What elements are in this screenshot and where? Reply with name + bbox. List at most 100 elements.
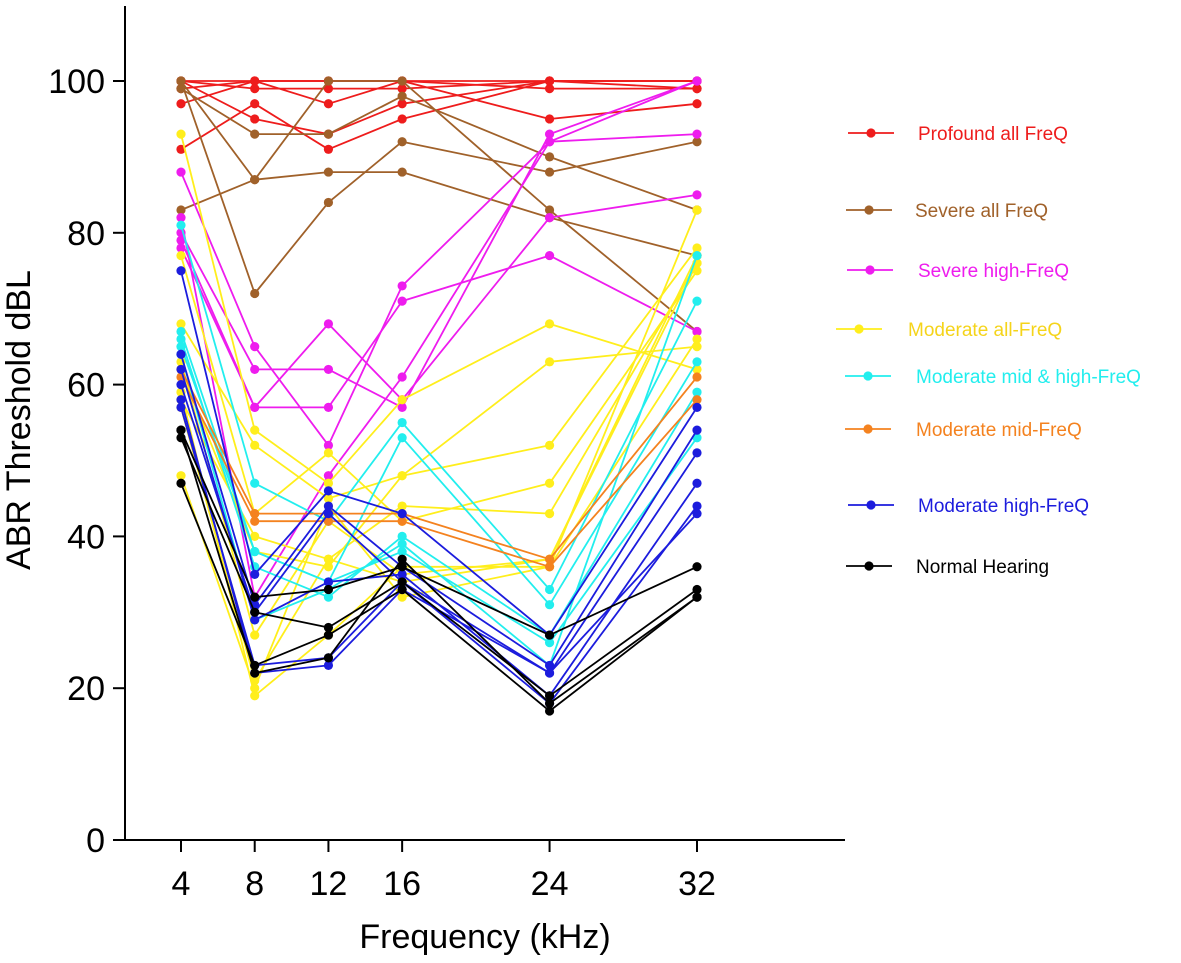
- series-line: [180, 209, 698, 690]
- data-point: [397, 76, 407, 86]
- data-point: [544, 668, 555, 678]
- data-point: [544, 600, 555, 610]
- data-point: [397, 395, 407, 405]
- data-point: [250, 129, 260, 139]
- data-point: [692, 326, 702, 337]
- series-line: [180, 80, 698, 409]
- legend-item-normal-hearing: Normal Hearing: [846, 557, 1049, 578]
- series-line: [180, 171, 698, 257]
- legend-item-profound-all-freq: Profound all FreQ: [848, 124, 1068, 145]
- data-point: [692, 501, 702, 511]
- data-point: [323, 83, 334, 94]
- data-point: [544, 114, 555, 124]
- data-point: [176, 364, 186, 375]
- legend-marker: [866, 128, 876, 138]
- data-point: [176, 235, 186, 245]
- data-point: [250, 691, 260, 701]
- data-point: [397, 296, 407, 306]
- series-line: [180, 399, 698, 674]
- x-tick-label: 12: [310, 865, 348, 903]
- series-group-profound-all-freq: [176, 76, 702, 154]
- data-point: [692, 425, 702, 435]
- data-point: [397, 281, 407, 291]
- data-point: [176, 478, 186, 488]
- data-point: [397, 554, 407, 564]
- y-tick-label: 60: [67, 367, 105, 405]
- data-point: [323, 364, 334, 375]
- data-point: [397, 433, 407, 443]
- data-point: [544, 698, 555, 708]
- legend-label: Moderate mid-FreQ: [916, 420, 1082, 441]
- axes: [124, 6, 845, 841]
- data-point: [250, 516, 260, 526]
- legend-item-moderate-all-freq: Moderate all-FreQ: [836, 320, 1062, 341]
- series-line: [180, 429, 698, 705]
- data-point: [397, 531, 407, 542]
- series-group-normal-hearing: [176, 425, 702, 716]
- data-point: [176, 129, 186, 139]
- data-point: [544, 660, 555, 671]
- data-point: [250, 342, 260, 352]
- data-point: [692, 448, 702, 458]
- legend: Profound all FreQ Severe all FreQ Severe h…: [836, 124, 1141, 578]
- data-point: [323, 584, 334, 595]
- series-line: [180, 133, 698, 485]
- data-point: [692, 190, 702, 200]
- data-point: [397, 137, 407, 147]
- legend-label: Moderate all-FreQ: [908, 320, 1062, 341]
- legend-label: Severe all FreQ: [915, 201, 1048, 222]
- data-point: [176, 266, 186, 276]
- data-point: [323, 319, 334, 329]
- y-ticks: 0 20 40 60 80 100: [48, 63, 125, 860]
- data-point: [176, 250, 186, 261]
- data-point: [397, 402, 407, 412]
- data-point: [323, 99, 334, 109]
- data-point: [544, 357, 555, 367]
- data-point: [692, 592, 702, 602]
- y-tick-label: 100: [48, 63, 105, 101]
- data-point: [397, 584, 407, 595]
- data-point: [692, 76, 702, 86]
- legend-item-severe-all-freq: Severe all FreQ: [846, 201, 1048, 222]
- x-tick-label: 4: [172, 865, 191, 903]
- data-point: [323, 167, 334, 177]
- data-point: [397, 569, 407, 579]
- data-point: [544, 562, 555, 572]
- data-point: [250, 99, 260, 109]
- data-point: [176, 83, 186, 94]
- series-line: [180, 80, 698, 136]
- data-point: [397, 114, 407, 124]
- data-point: [250, 607, 260, 617]
- series-line: [180, 80, 698, 295]
- data-point: [250, 630, 260, 640]
- data-point: [323, 509, 334, 519]
- data-point: [544, 83, 555, 94]
- series-group-severe-high-freq: [176, 76, 702, 602]
- y-tick-label: 40: [67, 518, 105, 556]
- data-point: [250, 175, 260, 185]
- data-point: [544, 691, 555, 701]
- data-point: [323, 448, 334, 458]
- x-tick-label: 16: [383, 865, 421, 903]
- series-line: [180, 80, 697, 151]
- data-point: [176, 395, 186, 405]
- data-point: [544, 440, 555, 450]
- legend-item-moderate-mid-high-freq: Moderate mid & high-FreQ: [845, 367, 1141, 388]
- data-point: [176, 167, 186, 177]
- data-point: [176, 342, 186, 352]
- data-point: [544, 319, 555, 329]
- data-point: [397, 592, 407, 602]
- data-point: [544, 638, 555, 648]
- data-point: [544, 213, 555, 223]
- data-point: [250, 592, 260, 602]
- data-point: [176, 213, 186, 223]
- data-point: [323, 622, 334, 633]
- legend-marker: [864, 561, 874, 571]
- data-point: [692, 83, 702, 94]
- data-point: [323, 440, 334, 450]
- data-point: [176, 326, 186, 337]
- legend-marker: [864, 205, 874, 215]
- data-point: [250, 615, 260, 625]
- data-point: [250, 440, 260, 450]
